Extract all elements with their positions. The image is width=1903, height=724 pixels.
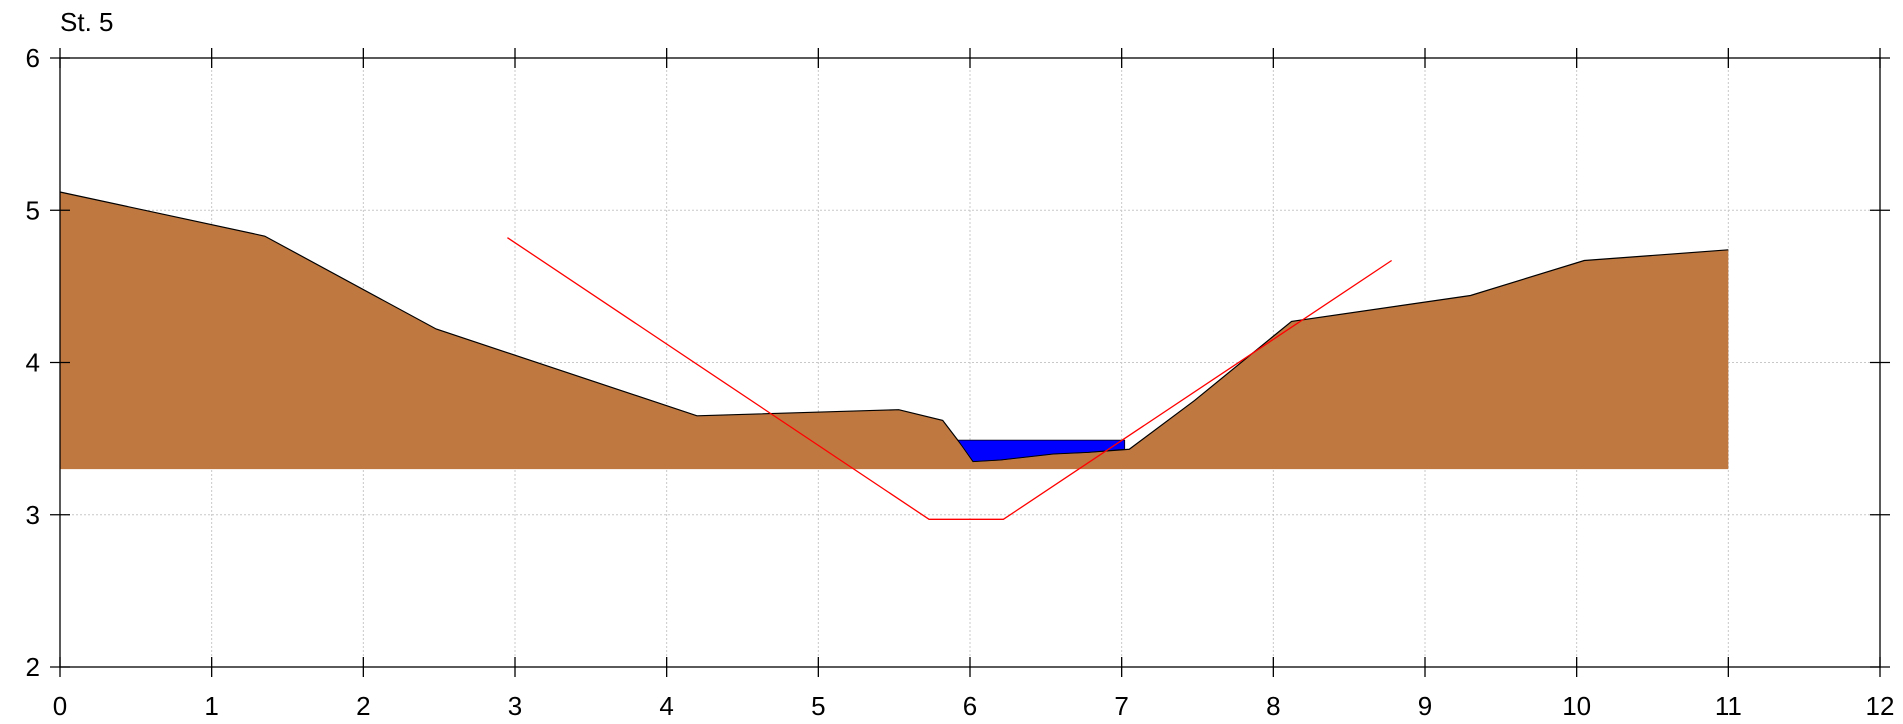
design-profile-line — [507, 237, 1392, 520]
x-tick-label: 5 — [811, 691, 825, 721]
x-tick-label: 2 — [356, 691, 370, 721]
x-tick-label: 7 — [1114, 691, 1128, 721]
y-tick-label: 4 — [26, 348, 40, 378]
x-tick-label: 1 — [204, 691, 218, 721]
x-tick-label: 4 — [659, 691, 673, 721]
y-tick-label: 5 — [26, 195, 40, 225]
y-tick-label: 6 — [26, 43, 40, 73]
x-tick-label: 10 — [1562, 691, 1591, 721]
x-tick-label: 0 — [53, 691, 67, 721]
chart-title: St. 5 — [60, 7, 113, 37]
y-tick-label: 3 — [26, 500, 40, 530]
terrain-fill — [60, 191, 1729, 470]
x-tick-label: 3 — [508, 691, 522, 721]
x-tick-label: 12 — [1866, 691, 1895, 721]
y-tick-label: 2 — [26, 652, 40, 682]
plot-marks — [59, 191, 1729, 520]
x-tick-label: 8 — [1266, 691, 1280, 721]
x-tick-label: 9 — [1418, 691, 1432, 721]
water-surface — [957, 439, 1126, 462]
x-tick-label: 11 — [1715, 691, 1742, 721]
x-tick-label: 6 — [963, 691, 977, 721]
